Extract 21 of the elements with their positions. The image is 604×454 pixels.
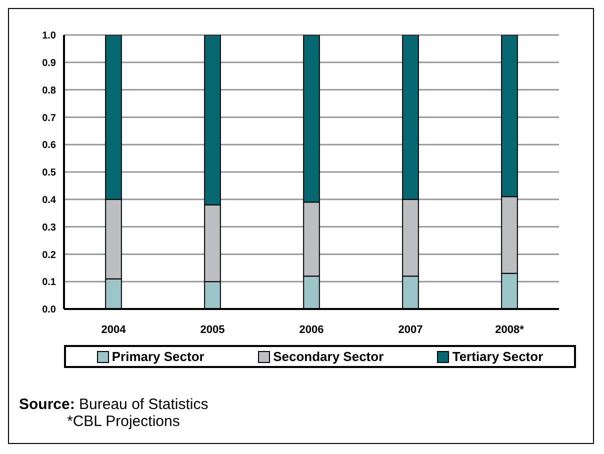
- y-tick-label: 1.0: [42, 30, 56, 42]
- y-tick-label: 0.7: [42, 112, 56, 124]
- legend-label: Secondary Sector: [272, 349, 384, 364]
- x-tick-label: 2007: [398, 324, 423, 336]
- y-tick-label: 0.4: [42, 194, 56, 206]
- y-tick-label: 0.9: [42, 58, 56, 69]
- y-tick-label: 0.2: [42, 250, 56, 261]
- x-tick-label: 2008*: [495, 324, 525, 336]
- x-tick-label: 2006: [299, 324, 324, 336]
- x-tick-label: 2005: [200, 324, 225, 336]
- legend-label: Primary Sector: [110, 349, 204, 364]
- y-tick-label: 0.8: [42, 85, 56, 96]
- y-tick-label: 0.3: [42, 222, 56, 234]
- y-tick-label: 0.0: [42, 304, 56, 316]
- y-tick-label: 0.5: [42, 168, 56, 179]
- legend-label: Tertiary Sector: [451, 349, 544, 364]
- y-tick-label: 0.6: [42, 140, 56, 152]
- x-tick-label: 2004: [101, 324, 127, 336]
- source-note: Source: Bureau of Statistics: [19, 396, 210, 413]
- text: *CBL Projections: [67, 413, 181, 430]
- y-tick-label: 0.1: [42, 277, 56, 288]
